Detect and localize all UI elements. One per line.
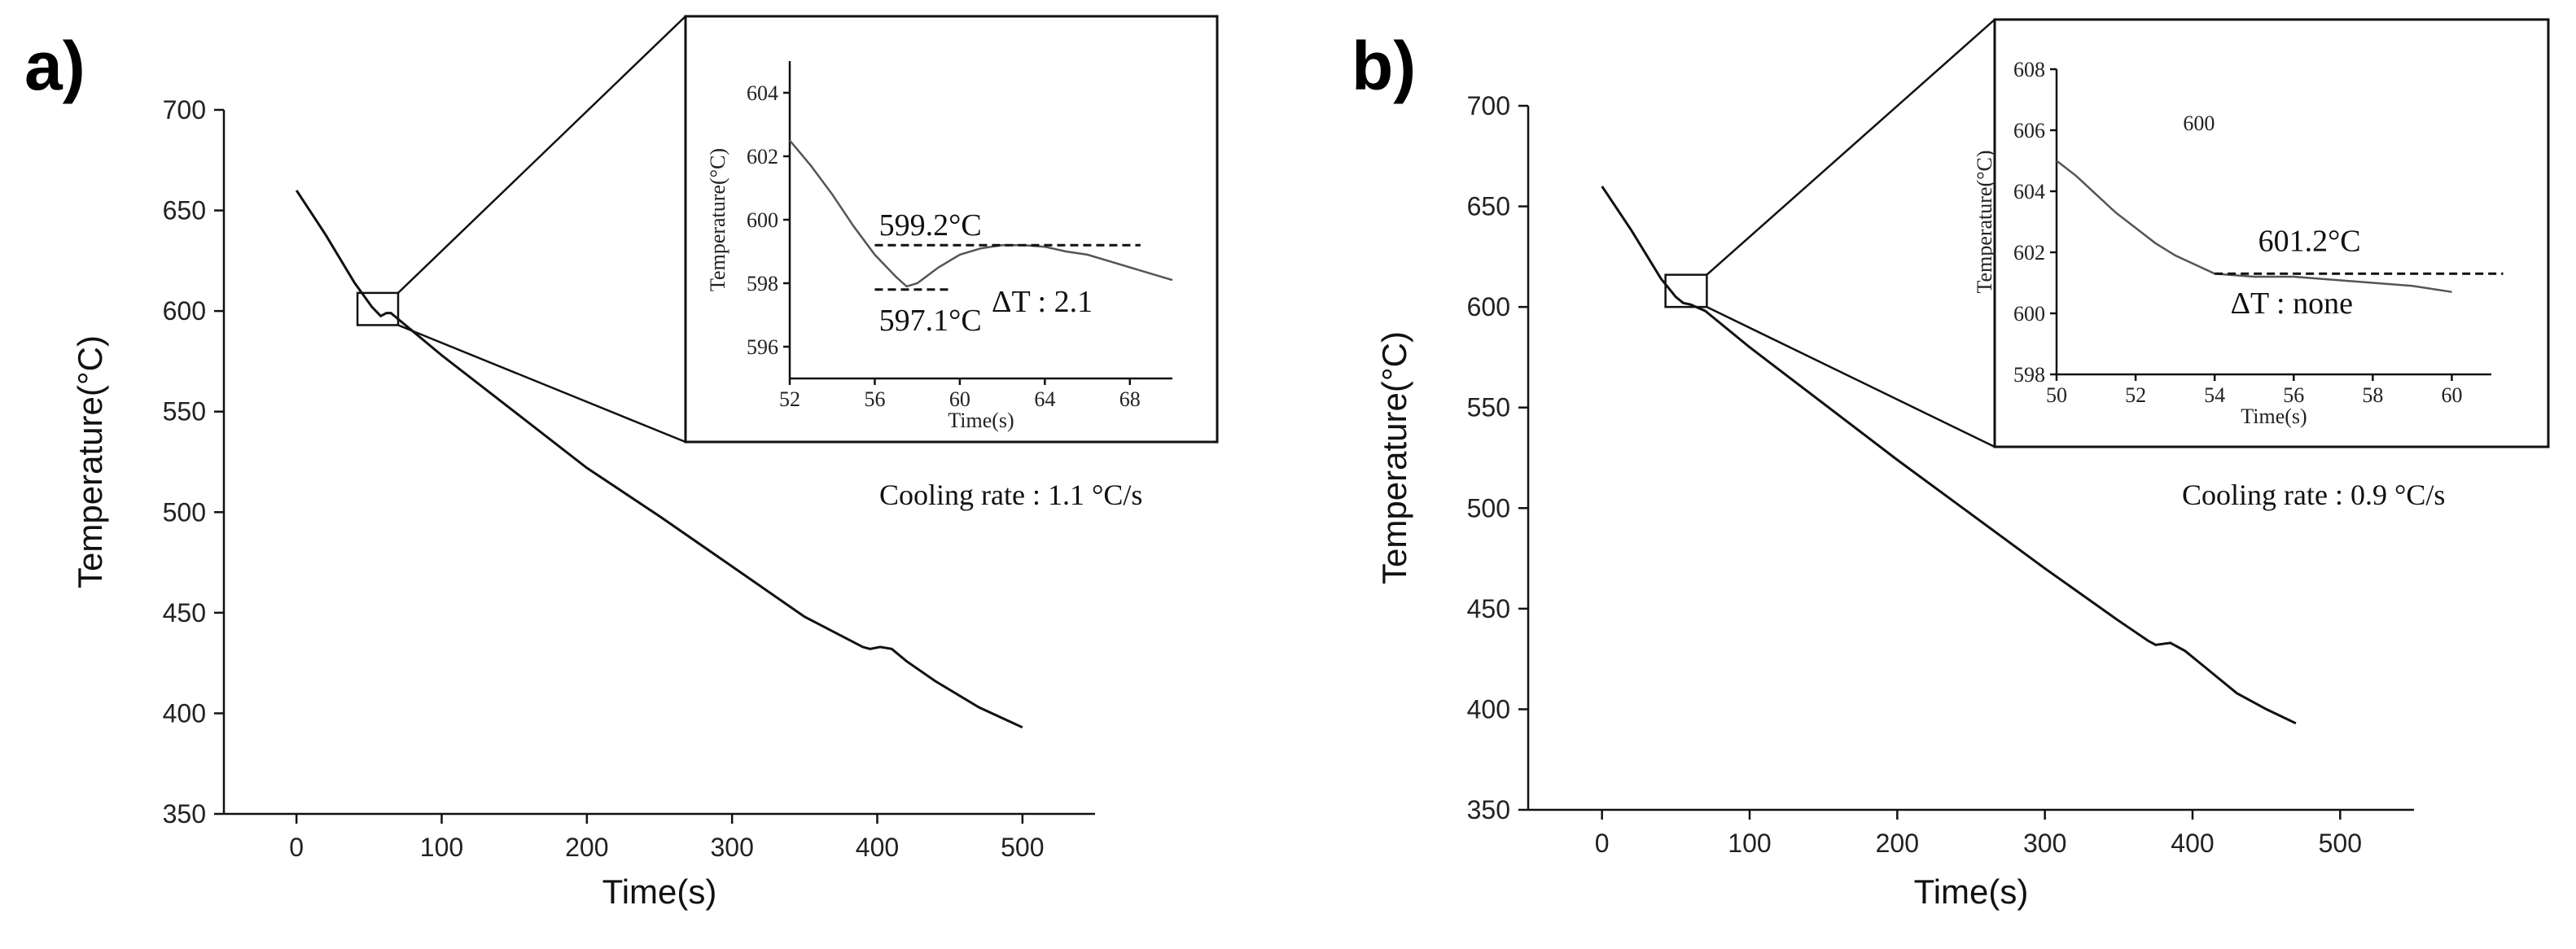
inset-y-axis-title: Temperature(°C) <box>706 148 729 291</box>
inset-series-line <box>789 139 1173 288</box>
inset-x-tick-label: 60 <box>2441 383 2462 407</box>
inset-frame <box>1993 18 2550 448</box>
y-tick-label: 700 <box>1467 91 1510 120</box>
y-tick-label: 550 <box>1467 393 1510 422</box>
y-tick-label: 700 <box>163 95 206 125</box>
panel-label: a) <box>24 28 85 104</box>
y-tick-label: 450 <box>163 598 206 628</box>
x-axis-title: Time(s) <box>1914 872 2029 911</box>
x-tick-label: 400 <box>856 833 899 862</box>
inset-x-axis-title: Time(s) <box>948 409 1014 432</box>
y-tick-label: 350 <box>1467 795 1510 824</box>
x-tick-label: 0 <box>1595 829 1610 858</box>
inset-x-tick-label: 56 <box>864 387 885 411</box>
inset-marker-label: 599.2°C <box>879 208 982 243</box>
y-tick-label: 650 <box>163 196 206 225</box>
x-axis-title: Time(s) <box>602 872 717 911</box>
inset-y-tick-label: 596 <box>747 335 778 359</box>
series-line <box>1601 186 2297 725</box>
y-tick-label: 400 <box>163 698 206 728</box>
x-tick-label: 400 <box>2171 829 2214 858</box>
x-tick-label: 300 <box>710 833 753 862</box>
y-tick-label: 450 <box>1467 594 1510 623</box>
zoom-region-box <box>356 291 400 326</box>
inset-x-tick-label: 52 <box>2125 383 2146 407</box>
panel-label: b) <box>1352 28 1416 104</box>
inset-marker-label: 601.2°C <box>2258 224 2361 258</box>
panel-a: a) 0 100 200 300 400 500 350 400 450 500 550 600 650 7… <box>24 15 1219 911</box>
cooling-rate-annotation: Cooling rate : 1.1 °C/s <box>879 479 1142 511</box>
inset-x-tick-label: 50 <box>2046 383 2067 407</box>
y-tick-label: 600 <box>1467 292 1510 321</box>
x-tick-label: 0 <box>289 833 304 862</box>
y-tick-label: 650 <box>1467 192 1510 221</box>
inset-x-tick-label: 58 <box>2362 383 2383 407</box>
inset-x-tick-label: 64 <box>1034 387 1055 411</box>
inset-y-tick-label: 598 <box>2013 363 2045 387</box>
inset-y-tick-label: 598 <box>747 272 778 295</box>
inset-x-tick-label: 52 <box>779 387 800 411</box>
zoom-connector-top <box>397 15 686 294</box>
x-tick-label: 200 <box>565 833 608 862</box>
inset-y-axis-title: Temperature(°C) <box>1973 150 1996 293</box>
y-tick-label: 500 <box>1467 493 1510 523</box>
inset-y-tick-label: 600 <box>747 208 778 232</box>
x-tick-label: 300 <box>2023 829 2066 858</box>
inset-y-tick-label: 602 <box>2013 241 2045 265</box>
y-tick-label: 500 <box>163 497 206 527</box>
inset-x-tick-label: 68 <box>1119 387 1141 411</box>
cooling-rate-annotation: Cooling rate : 0.9 °C/s <box>2182 479 2445 511</box>
inset-frame <box>684 15 1219 444</box>
inset-y-tick-label: 604 <box>2013 180 2045 203</box>
zoom-connector-top <box>1706 19 1996 276</box>
x-tick-label: 500 <box>1001 833 1044 862</box>
y-tick-label: 600 <box>163 296 206 326</box>
x-tick-label: 100 <box>1728 829 1771 858</box>
y-axis-title: Temperature(°C) <box>71 335 109 588</box>
inset-y-tick-label: 602 <box>747 145 778 168</box>
x-tick-label: 500 <box>2319 829 2362 858</box>
inset-y-tick-label: 608 <box>2013 58 2045 81</box>
x-tick-label: 100 <box>420 833 463 862</box>
inset-x-tick-label: 54 <box>2204 383 2225 407</box>
undercooling-label: ΔT : none <box>2231 286 2353 321</box>
series-line <box>295 190 1023 729</box>
inset-y-tick-label: 606 <box>2013 119 2045 142</box>
inset-series-line <box>2056 160 2452 293</box>
zoom-connector-bottom <box>1706 306 1996 448</box>
y-tick-label: 350 <box>163 799 206 829</box>
inset-y-tick-label: 604 <box>747 81 778 105</box>
inset-y-tick-label: 600 <box>2013 302 2045 326</box>
zoom-region-box <box>1664 273 1708 308</box>
inset-x-tick-label: 60 <box>949 387 970 411</box>
x-tick-label: 200 <box>1876 829 1919 858</box>
inset-x-axis-title: Time(s) <box>2241 405 2307 428</box>
panel-b: b) 0 100 200 300 400 500 350 400 450 500 550 600 650 7… <box>1352 18 2550 911</box>
inset-x-tick-label: 56 <box>2283 383 2304 407</box>
y-axis-title: Temperature(°C) <box>1375 331 1413 584</box>
undercooling-label: ΔT : 2.1 <box>992 285 1093 319</box>
inset-stray-label: 600 <box>2183 112 2215 135</box>
y-tick-label: 550 <box>163 397 206 426</box>
inset-marker-label: 597.1°C <box>879 304 982 338</box>
zoom-connector-bottom <box>397 324 686 444</box>
y-tick-label: 400 <box>1467 694 1510 724</box>
